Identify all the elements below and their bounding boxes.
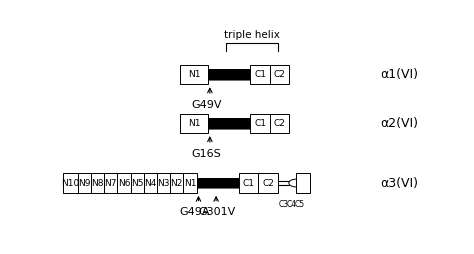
Text: C5: C5 [294,200,305,209]
Text: N6: N6 [118,179,130,187]
Text: C1: C1 [254,70,266,79]
Text: N9: N9 [78,179,91,187]
Bar [78,173,91,193]
Bar [117,173,130,193]
Bar [250,65,270,84]
Bar [197,178,239,188]
Text: N3: N3 [157,179,170,187]
Text: N1: N1 [188,70,201,79]
Text: N7: N7 [104,179,117,187]
Text: α2(VI): α2(VI) [381,117,419,130]
Text: G16S: G16S [191,149,221,159]
Bar [91,173,104,193]
Bar [270,65,289,84]
Text: G49V: G49V [191,100,221,110]
Text: N8: N8 [91,179,104,187]
Text: N5: N5 [131,179,143,187]
Bar [250,114,270,133]
Bar [208,118,250,129]
Bar [130,173,144,193]
Text: N10: N10 [61,179,80,187]
Text: C4: C4 [286,200,296,209]
Text: C1: C1 [254,119,266,128]
Text: N4: N4 [144,179,156,187]
Text: α3(VI): α3(VI) [381,177,419,189]
Bar [258,173,278,193]
Bar [270,114,289,133]
Text: C2: C2 [273,119,285,128]
Bar [170,173,183,193]
Bar [183,173,197,193]
Text: C2: C2 [262,179,274,187]
Bar [63,173,78,193]
Text: triple helix: triple helix [224,30,280,40]
Text: N1: N1 [184,179,196,187]
Bar [296,173,310,193]
Circle shape [289,179,303,187]
Bar [208,69,250,80]
Text: α1(VI): α1(VI) [381,68,419,81]
Text: C3: C3 [278,200,288,209]
Text: N1: N1 [188,119,201,128]
Bar [144,173,157,193]
Text: C1: C1 [243,179,255,187]
Text: C2: C2 [273,70,285,79]
Text: G301V: G301V [199,208,236,217]
Bar [157,173,170,193]
Bar [239,173,258,193]
Bar [104,173,117,193]
Text: N2: N2 [171,179,183,187]
Text: G49A: G49A [179,208,210,217]
Bar [181,114,208,133]
Bar [181,65,208,84]
